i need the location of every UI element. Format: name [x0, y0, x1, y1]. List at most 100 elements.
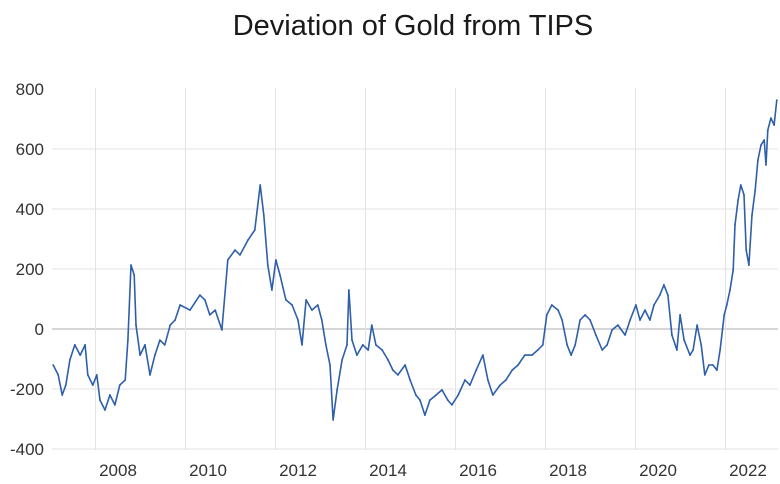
data-point	[179, 304, 182, 306]
data-point	[135, 324, 137, 326]
data-point	[712, 364, 714, 366]
data-point	[737, 199, 739, 201]
x-tick-label: 2016	[459, 461, 497, 480]
x-axis: 2008 2010 2012 2014 2016 2018 2020 2022	[99, 461, 767, 480]
data-point	[760, 144, 762, 147]
data-point	[305, 299, 307, 301]
data-point	[239, 254, 241, 256]
data-point	[275, 259, 277, 261]
data-point	[765, 164, 767, 166]
data-point	[133, 274, 136, 276]
x-tick-label: 2022	[729, 461, 767, 480]
data-point	[139, 354, 141, 356]
data-point	[676, 349, 678, 351]
data-point	[739, 184, 742, 186]
data-point	[174, 319, 177, 321]
data-point	[104, 409, 106, 411]
data-point	[505, 379, 507, 381]
chart-title: Deviation of Gold from TIPS	[233, 10, 594, 42]
data-point	[487, 379, 489, 381]
data-point	[639, 319, 641, 321]
data-point	[589, 319, 591, 321]
data-point	[419, 399, 421, 401]
data-point	[545, 314, 548, 316]
data-point	[109, 394, 111, 396]
data-point	[332, 419, 334, 421]
data-point	[428, 399, 431, 401]
data-point	[336, 389, 339, 391]
data-point	[441, 389, 443, 391]
data-point	[696, 324, 699, 326]
data-point	[374, 344, 377, 346]
data-point	[271, 289, 273, 291]
data-point	[208, 314, 211, 316]
data-point	[124, 379, 127, 381]
data-point	[700, 344, 703, 346]
x-tick-label: 2012	[279, 461, 317, 480]
data-point	[499, 384, 501, 386]
data-point	[617, 324, 619, 326]
data-point	[262, 214, 265, 216]
data-point	[536, 349, 539, 351]
data-point	[291, 304, 294, 306]
data-point	[247, 239, 249, 241]
data-point	[361, 344, 364, 346]
data-point	[595, 334, 597, 336]
data-point	[770, 117, 772, 119]
y-tick-label: 600	[16, 140, 44, 159]
data-point	[557, 309, 559, 311]
data-point	[127, 339, 129, 341]
data-point	[415, 394, 417, 396]
x-tick-label: 2010	[189, 461, 227, 480]
data-point	[234, 249, 236, 252]
data-point	[329, 364, 331, 366]
data-point	[482, 354, 484, 356]
data-point	[667, 294, 669, 296]
data-point	[732, 269, 735, 271]
data-point	[370, 324, 373, 326]
data-point	[606, 344, 609, 346]
data-point	[457, 394, 460, 396]
data-point	[301, 344, 303, 346]
data-point	[743, 194, 745, 196]
data-point	[574, 344, 577, 346]
data-point	[424, 414, 426, 416]
data-point	[316, 304, 319, 306]
gridlines	[52, 88, 778, 450]
data-point	[748, 264, 750, 266]
data-point	[320, 319, 323, 321]
data-point	[266, 264, 269, 266]
data-point	[692, 349, 694, 351]
x-tick-label: 2008	[99, 461, 137, 480]
data-point	[745, 249, 748, 252]
data-point	[611, 329, 613, 331]
data-point	[451, 404, 453, 406]
data-point	[561, 319, 564, 321]
data-point	[601, 349, 604, 351]
data-point	[397, 374, 399, 376]
data-point	[464, 379, 466, 381]
data-point	[163, 344, 166, 346]
data-point	[775, 99, 778, 101]
data-point	[409, 379, 411, 381]
x-tick-label: 2014	[369, 461, 407, 480]
data-point	[469, 384, 471, 386]
data-point	[550, 304, 553, 306]
data-point	[579, 319, 582, 321]
data-point	[221, 329, 223, 331]
data-point	[763, 139, 766, 141]
data-point	[754, 189, 757, 192]
data-point	[491, 394, 494, 396]
data-point	[703, 374, 706, 376]
y-tick-label: 800	[16, 80, 44, 99]
data-point	[118, 384, 121, 386]
data-point	[392, 369, 394, 371]
data-point	[79, 354, 82, 356]
data-point	[84, 344, 87, 346]
y-tick-label: 400	[16, 200, 44, 219]
data-point	[653, 304, 655, 306]
data-point	[325, 344, 327, 346]
data-point	[284, 299, 287, 301]
data-point	[757, 159, 759, 162]
data-point	[57, 374, 60, 376]
